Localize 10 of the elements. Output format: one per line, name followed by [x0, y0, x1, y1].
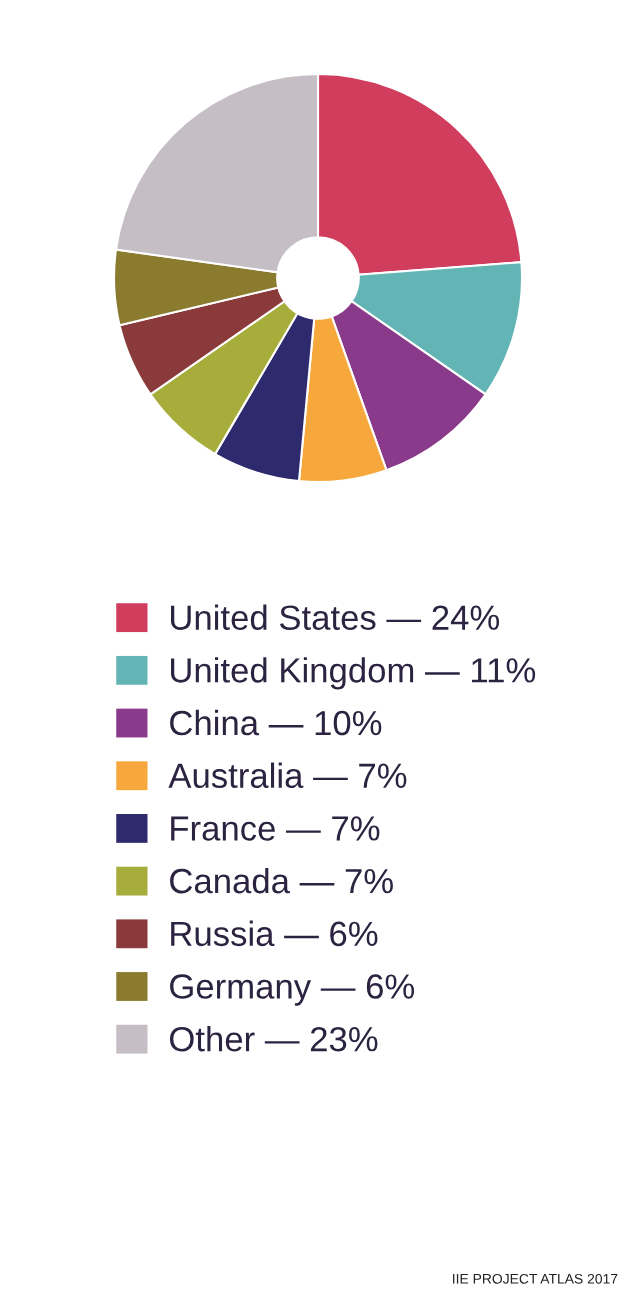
legend-label: China — 10%	[170, 709, 382, 736]
legend-label: United Kingdom — 11%	[171, 657, 536, 690]
legend-label: Russia — 6%	[171, 920, 378, 947]
text: IIE PROJECT ATLAS 2017	[453, 1273, 618, 1284]
legend-label: Other — 23%	[169, 1026, 378, 1052]
legend-label: United States — 24%	[171, 604, 500, 630]
legend-label: Germany — 6%	[170, 974, 415, 1006]
legend-label: Australia — 7%	[168, 762, 407, 789]
legend-label: Canada — 7%	[170, 867, 393, 894]
legend-label: France — 7%	[171, 816, 380, 841]
